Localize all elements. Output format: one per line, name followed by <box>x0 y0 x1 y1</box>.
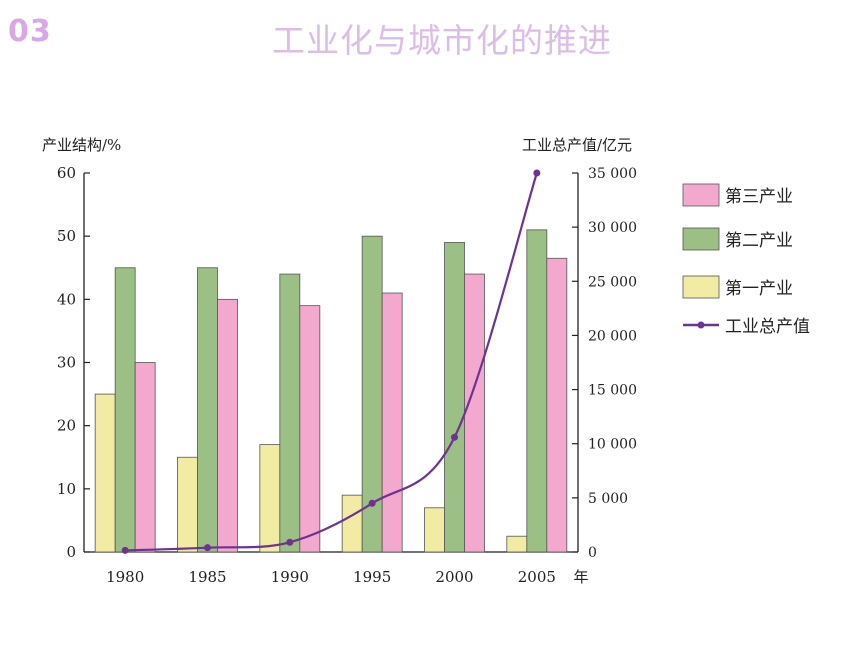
line-point-3 <box>368 499 376 507</box>
bar-0-0 <box>94 393 116 553</box>
x-tick-label: 2000 <box>435 568 473 586</box>
y-left-tick-label: 20 <box>57 417 76 435</box>
bar-2-0 <box>134 362 156 553</box>
y-left-tick-label: 40 <box>57 290 76 308</box>
bar-1-1 <box>197 267 218 553</box>
legend-swatch-0 <box>682 183 720 207</box>
slide-title: 工业化与城市化的推进 <box>272 21 612 60</box>
bar-0-3 <box>341 494 363 553</box>
y-right-tick-label: 15 000 <box>588 383 637 399</box>
bar-2-2 <box>299 305 321 553</box>
y-axis-right-label: 工业总产值/亿元 <box>522 136 633 154</box>
x-tick-label: 2005 <box>518 568 556 586</box>
bar-2-4 <box>464 273 485 553</box>
y-left-tick-label: 30 <box>57 354 76 372</box>
y-left-tick-label: 50 <box>57 227 76 245</box>
legend-label-0: 第三产业 <box>725 187 793 207</box>
y-left-tick-label: 60 <box>57 164 76 182</box>
y-left-tick-label: 0 <box>66 543 76 561</box>
legend-label-2: 第一产业 <box>725 279 793 299</box>
line-point-5 <box>533 169 541 177</box>
legend-swatch-1 <box>682 227 720 251</box>
line-point-0 <box>121 546 129 554</box>
y-right-tick-label: 30 000 <box>588 220 637 236</box>
legend-swatch-2 <box>682 275 720 299</box>
x-axis-unit: 年 <box>573 568 588 586</box>
bar-0-2 <box>259 444 281 553</box>
legend-line-marker <box>697 321 705 329</box>
slide-number: 03 <box>8 14 52 49</box>
bar-0-4 <box>424 507 445 553</box>
bar-2-3 <box>381 292 403 553</box>
y-right-tick-label: 20 000 <box>588 328 637 344</box>
bar-1-4 <box>444 242 465 553</box>
y-right-tick-label: 35 000 <box>588 166 637 182</box>
line-point-4 <box>451 433 458 441</box>
bar-1-2 <box>279 273 301 553</box>
bar-1-5 <box>526 229 548 553</box>
x-tick-label: 1995 <box>353 568 391 586</box>
y-right-tick-label: 0 <box>588 545 597 561</box>
y-left-tick-label: 10 <box>57 480 76 498</box>
x-tick-label: 1990 <box>271 568 309 586</box>
bar-2-1 <box>217 298 238 553</box>
line-point-2 <box>286 538 294 546</box>
legend-label-3: 工业总产值 <box>725 317 810 337</box>
y-right-tick-label: 25 000 <box>588 274 637 290</box>
y-right-tick-label: 10 000 <box>588 437 637 453</box>
bar-2-5 <box>546 257 568 553</box>
bar-1-0 <box>114 267 136 553</box>
line-point-1 <box>204 544 211 552</box>
y-right-tick-label: 5 000 <box>588 491 628 507</box>
legend-label-1: 第二产业 <box>725 231 793 251</box>
x-tick-label: 1980 <box>106 568 144 586</box>
bar-0-5 <box>506 535 528 553</box>
bar-0-1 <box>177 456 198 553</box>
y-axis-left-label: 产业结构/% <box>42 136 122 154</box>
x-tick-label: 1985 <box>188 568 226 586</box>
